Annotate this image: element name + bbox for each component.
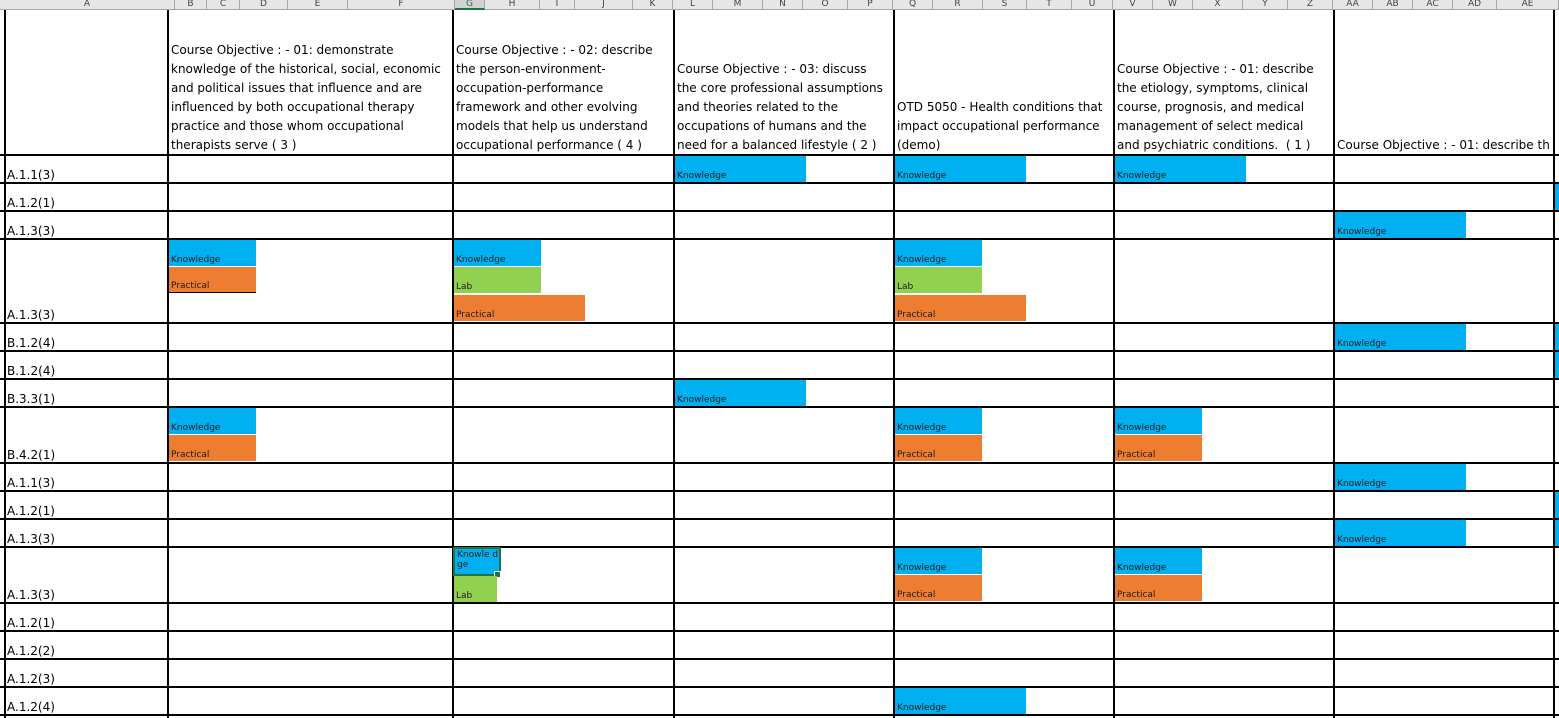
knowledge-tag[interactable]: Knowledge — [895, 548, 982, 574]
column-header-v[interactable]: V — [1113, 0, 1153, 10]
column-header-h[interactable]: H — [485, 0, 540, 10]
column-header-o[interactable]: O — [803, 0, 848, 10]
knowledge-tag[interactable]: Knowledge — [454, 240, 541, 266]
course-objective-header-5[interactable]: Course Objective : - 01: describe the et… — [1117, 62, 1314, 152]
knowledge-tag[interactable]: Knowledge — [675, 380, 806, 406]
fill-handle[interactable] — [494, 571, 501, 578]
column-header-x[interactable]: X — [1193, 0, 1243, 10]
clipped-knowledge-cell — [1555, 492, 1559, 518]
row-label[interactable]: A.1.2(3) — [7, 672, 55, 686]
row-label[interactable]: B.4.2(1) — [7, 448, 56, 462]
row-label[interactable]: A.1.3(3) — [7, 588, 55, 602]
knowledge-tag[interactable]: Knowledge — [1335, 212, 1466, 238]
column-header-aa[interactable]: AA — [1333, 0, 1373, 10]
column-header-z[interactable]: Z — [1288, 0, 1333, 10]
column-header-u[interactable]: U — [1072, 0, 1113, 10]
clipped-knowledge-cell — [1555, 184, 1559, 210]
column-header-j[interactable]: J — [575, 0, 633, 10]
knowledge-tag[interactable]: Knowledge — [895, 240, 982, 266]
knowledge-tag[interactable]: Knowledge — [895, 688, 1026, 714]
practical-tag[interactable]: Practical — [895, 575, 982, 601]
column-header-t[interactable]: T — [1027, 0, 1072, 10]
column-header-k[interactable]: K — [633, 0, 673, 10]
practical-tag[interactable]: Practical — [169, 267, 256, 293]
column-header-f[interactable]: F — [348, 0, 455, 10]
column-header-y[interactable]: Y — [1243, 0, 1288, 10]
row-label[interactable]: B.1.2(4) — [7, 336, 56, 350]
lab-tag[interactable]: Lab — [454, 576, 497, 602]
column-header-s[interactable]: S — [983, 0, 1027, 10]
knowledge-tag[interactable]: Knowledge — [1115, 408, 1202, 434]
column-header-b[interactable]: B — [175, 0, 207, 10]
column-header-ab[interactable]: AB — [1373, 0, 1413, 10]
row-label[interactable]: A.1.1(3) — [7, 476, 55, 490]
row-label[interactable]: A.1.2(1) — [7, 504, 55, 518]
course-objective-header-1[interactable]: Course Objective : - 01: demonstrate kno… — [171, 43, 441, 152]
course-objective-header-3[interactable]: Course Objective : - 03: discuss the cor… — [677, 62, 883, 152]
practical-tag[interactable]: Practical — [169, 435, 256, 461]
row-label[interactable]: A.1.3(3) — [7, 224, 55, 238]
column-header-i[interactable]: I — [540, 0, 575, 10]
knowledge-tag[interactable]: Knowledge — [1115, 156, 1246, 182]
row-label[interactable]: A.1.2(1) — [7, 616, 55, 630]
row-label[interactable]: A.1.2(4) — [7, 700, 55, 714]
clipped-knowledge-cell — [1555, 324, 1559, 350]
column-header-g[interactable]: G — [455, 0, 485, 10]
column-header-c[interactable]: C — [207, 0, 240, 10]
column-header-e[interactable]: E — [288, 0, 348, 10]
row-label[interactable]: A.1.2(2) — [7, 644, 55, 658]
row-label[interactable]: B.1.2(4) — [7, 364, 56, 378]
column-header-ae[interactable]: AE — [1497, 0, 1559, 10]
knowledge-tag[interactable]: Knowledge — [895, 408, 982, 434]
lab-tag[interactable]: Lab — [895, 267, 982, 293]
knowledge-tag[interactable]: Knowledge — [169, 240, 256, 266]
practical-tag[interactable]: Practical — [895, 295, 1026, 321]
clipped-knowledge-cell — [1555, 352, 1559, 378]
column-header-ad[interactable]: AD — [1453, 0, 1497, 10]
clipped-knowledge-cell — [1555, 520, 1559, 546]
knowledge-tag[interactable]: Knowledge — [1115, 548, 1202, 574]
knowledge-tag[interactable]: Knowledge — [1335, 324, 1466, 350]
row-label[interactable]: B.3.3(1) — [7, 392, 56, 406]
course-objective-header-6[interactable]: Course Objective : - 01: describe th — [1337, 138, 1550, 152]
practical-tag[interactable]: Practical — [1115, 435, 1202, 461]
course-header-otd5050[interactable]: OTD 5050 - Health conditions that impact… — [897, 100, 1103, 152]
row-label[interactable]: A.1.3(3) — [7, 308, 55, 322]
column-header-ac[interactable]: AC — [1413, 0, 1453, 10]
lab-tag[interactable]: Lab — [454, 267, 541, 293]
column-header-l[interactable]: L — [673, 0, 713, 10]
column-header-a[interactable]: A — [0, 0, 175, 10]
column-header-n[interactable]: N — [763, 0, 803, 10]
column-header-d[interactable]: D — [240, 0, 288, 10]
knowledge-tag[interactable]: Knowledge — [1335, 464, 1466, 490]
practical-tag[interactable]: Practical — [454, 295, 585, 321]
knowledge-tag[interactable]: Knowledge — [1335, 520, 1466, 546]
row-label[interactable]: A.1.2(1) — [7, 196, 55, 210]
row-label[interactable]: A.1.3(3) — [7, 532, 55, 546]
column-header-r[interactable]: R — [933, 0, 983, 10]
column-header-m[interactable]: M — [713, 0, 763, 10]
course-objective-header-2[interactable]: Course Objective : - 02: describe the pe… — [456, 43, 653, 152]
practical-tag[interactable]: Practical — [895, 435, 982, 461]
knowledge-tag[interactable]: Knowledge — [169, 408, 256, 434]
column-header-q[interactable]: Q — [893, 0, 933, 10]
column-header-w[interactable]: W — [1153, 0, 1193, 10]
column-header-p[interactable]: P — [848, 0, 893, 10]
practical-tag[interactable]: Practical — [1115, 575, 1202, 601]
row-label[interactable]: A.1.1(3) — [7, 168, 55, 182]
knowledge-tag[interactable]: Knowledge — [675, 156, 806, 182]
knowledge-tag[interactable]: Knowledge — [895, 156, 1026, 182]
selected-knowledge-cell[interactable]: Knowle dge — [453, 547, 501, 576]
